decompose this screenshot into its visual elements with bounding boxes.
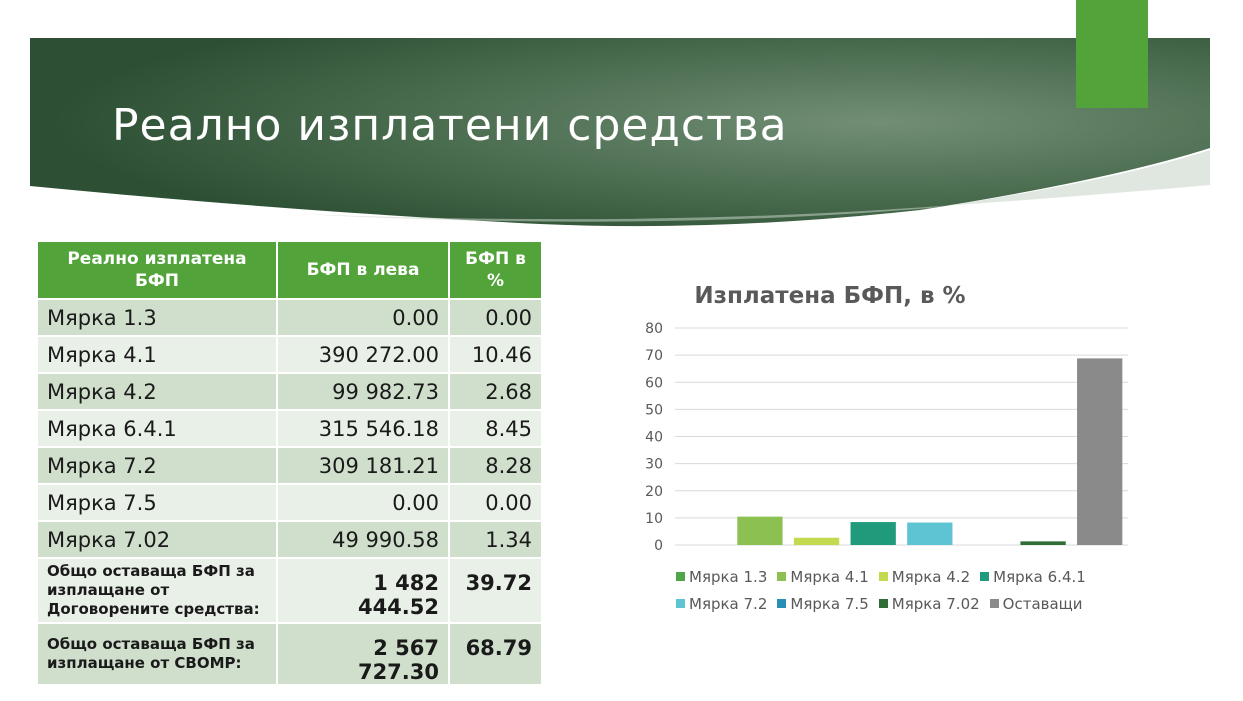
row-pct: 10.46 [448, 335, 543, 374]
legend-swatch [980, 572, 990, 581]
legend-swatch [777, 572, 787, 581]
title-banner [30, 38, 1210, 227]
legend-swatch [676, 599, 685, 608]
row-label: Мярка 4.2 [36, 372, 278, 411]
column-header-leva: БФП в лева [276, 240, 450, 300]
bar-мярка-6-4-1 [850, 522, 896, 545]
bar-оставащи [1077, 358, 1123, 545]
table-row: Мярка 7.2 309 181.21 8.28 [36, 446, 543, 485]
table-row: Мярка 1.3 0.00 0.00 [36, 298, 543, 337]
legend-item: Мярка 4.1 [777, 568, 869, 586]
table-header-row: Реално изплатена БФП БФП в лева БФП в % [36, 240, 543, 300]
row-pct: 8.28 [448, 446, 543, 485]
legend-label: Мярка 4.2 [891, 568, 971, 586]
bar-мярка-7-2 [907, 522, 953, 545]
legend-swatch [676, 572, 685, 581]
y-tick-label: 20 [645, 484, 663, 500]
table-row: Мярка 6.4.1 315 546.18 8.45 [36, 409, 543, 448]
total-label: Общо оставаща БФП за изплащане от Догово… [36, 557, 278, 624]
row-leva: 49 990.58 [276, 520, 450, 559]
row-label: Мярка 7.2 [36, 446, 278, 485]
legend-label: Мярка 4.1 [790, 568, 869, 586]
legend-item: Мярка 1.3 [676, 568, 767, 586]
legend-label: Мярка 7.2 [689, 595, 768, 613]
total-leva: 2 567 727.30 [276, 622, 450, 686]
row-leva: 309 181.21 [276, 446, 450, 485]
bar-мярка-7-02 [1020, 541, 1066, 545]
row-leva: 99 982.73 [276, 372, 450, 411]
y-tick-label: 10 [645, 511, 663, 527]
total-pct: 39.72 [448, 557, 543, 624]
legend-item: Мярка 7.5 [777, 595, 869, 613]
table-row: Мярка 4.2 99 982.73 2.68 [36, 372, 543, 411]
row-pct: 1.34 [448, 520, 543, 559]
row-label: Мярка 6.4.1 [36, 409, 278, 448]
legend-item: Мярка 7.02 [878, 595, 980, 613]
bar-мярка-4-2 [793, 537, 840, 545]
legend-item: Оставащи [989, 595, 1083, 613]
bar-chart: Изплатена БФП, в % 0 10 20 30 40 50 60 70 80 [645, 283, 1128, 554]
total-pct: 68.79 [448, 622, 543, 686]
legend-label: Мярка 1.3 [689, 568, 768, 586]
y-tick-label: 70 [645, 348, 663, 364]
column-header-pct: БФП в % [448, 240, 543, 300]
row-label: Мярка 7.02 [36, 520, 278, 559]
legend-item: Мярка 7.2 [676, 595, 767, 613]
row-pct: 8.45 [448, 409, 543, 448]
row-leva: 0.00 [276, 298, 450, 337]
legend-label: Оставащи [1002, 595, 1083, 613]
chart-legend: Мярка 1.3 Мярка 4.1 Мярка 4.2 Мярка 6.4.1 Мя… [676, 567, 1136, 621]
legend-swatch [989, 599, 999, 608]
chart-title: Изплатена БФП, в % [694, 283, 965, 309]
y-tick-label: 80 [645, 321, 663, 337]
page-title: Реално изплатени средства [112, 100, 788, 151]
legend-swatch [878, 572, 888, 581]
y-tick-label: 0 [654, 538, 663, 554]
legend-item: Мярка 6.4.1 [980, 568, 1086, 586]
row-label: Мярка 7.5 [36, 483, 278, 522]
row-pct: 0.00 [448, 483, 543, 522]
table-row: Мярка 7.5 0.00 0.00 [36, 483, 543, 522]
legend-swatch [878, 599, 888, 608]
y-tick-label: 50 [645, 402, 663, 418]
y-tick-label: 60 [645, 375, 663, 391]
legend-label: Мярка 6.4.1 [993, 568, 1086, 586]
row-pct: 2.68 [448, 372, 543, 411]
row-leva: 0.00 [276, 483, 450, 522]
row-label: Мярка 4.1 [36, 335, 278, 374]
bar-мярка-4-1 [737, 516, 783, 545]
row-leva: 315 546.18 [276, 409, 450, 448]
legend-label: Мярка 7.02 [891, 595, 980, 613]
payments-table: Реално изплатена БФП БФП в лева БФП в % … [36, 240, 543, 686]
total-label: Общо оставаща БФП за изплащане от СВОМР: [36, 622, 278, 686]
row-leva: 390 272.00 [276, 335, 450, 374]
y-tick-label: 40 [645, 430, 663, 446]
table-row: Мярка 4.1 390 272.00 10.46 [36, 335, 543, 374]
legend-item: Мярка 4.2 [878, 568, 971, 586]
row-pct: 0.00 [448, 298, 543, 337]
table-total-row: Общо оставаща БФП за изплащане от СВОМР:… [36, 622, 543, 686]
legend-label: Мярка 7.5 [790, 595, 869, 613]
legend-swatch [777, 599, 787, 608]
table-total-row: Общо оставаща БФП за изплащане от Догово… [36, 557, 543, 624]
row-label: Мярка 1.3 [36, 298, 278, 337]
total-leva: 1 482 444.52 [276, 557, 450, 624]
accent-block [1076, 0, 1148, 108]
y-tick-label: 30 [645, 457, 663, 473]
column-header-label: Реално изплатена БФП [36, 240, 278, 300]
table-row: Мярка 7.02 49 990.58 1.34 [36, 520, 543, 559]
